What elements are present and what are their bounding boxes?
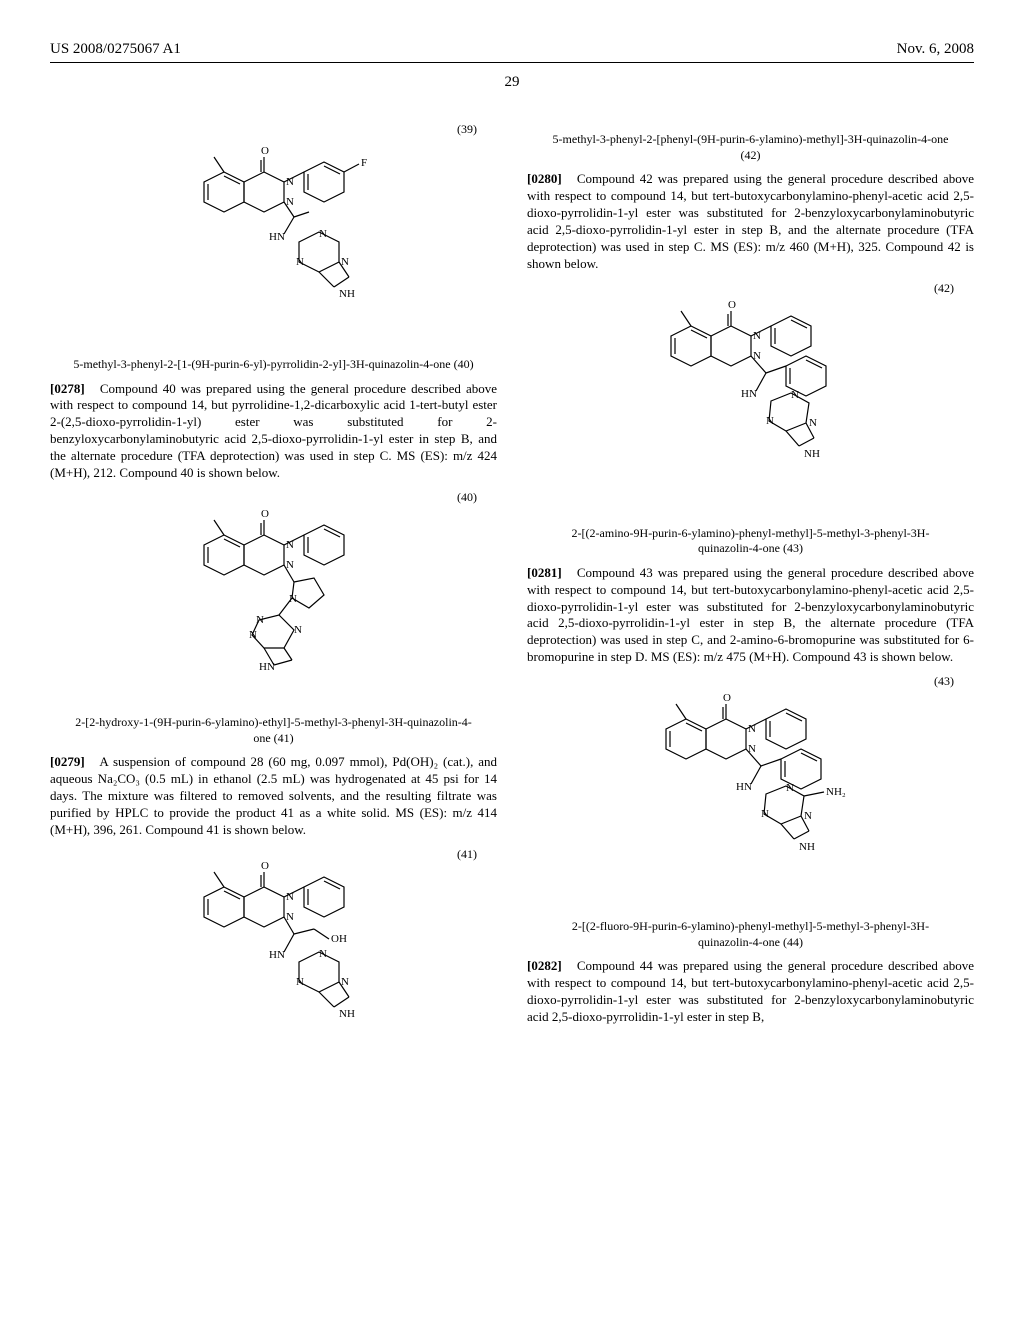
svg-text:N: N <box>286 891 294 903</box>
chem-structure-43: O N N HN N NH₂ N N NH <box>626 674 876 904</box>
svg-text:O: O <box>723 692 731 704</box>
content-columns: (39) <box>50 117 974 1052</box>
figure-39: (39) <box>50 122 497 342</box>
svg-text:NH₂: NH₂ <box>826 786 846 798</box>
svg-text:O: O <box>261 508 269 520</box>
para-0282-text: Compound 44 was prepared using the gener… <box>527 958 974 1024</box>
svg-text:N: N <box>286 559 294 571</box>
figure-40: (40) <box>50 490 497 700</box>
para-0278-num: [0278] <box>50 381 85 396</box>
compound-43-title: 2-[(2-amino-9H-purin-6-ylamino)-phenyl-m… <box>547 526 954 557</box>
svg-text:N: N <box>294 624 302 636</box>
svg-text:N: N <box>319 948 327 960</box>
svg-text:HN: HN <box>269 231 285 243</box>
para-0279: [0279] A suspension of compound 28 (60 m… <box>50 754 497 838</box>
svg-text:NH: NH <box>804 448 820 460</box>
svg-text:O: O <box>261 145 269 157</box>
svg-text:N: N <box>791 389 799 401</box>
chem-structure-40: O N N N N N N HN <box>164 490 384 700</box>
svg-text:N: N <box>249 629 257 641</box>
figure-39-label: (39) <box>457 122 477 138</box>
para-0280: [0280] Compound 42 was prepared using th… <box>527 171 974 272</box>
svg-text:N: N <box>809 417 817 429</box>
svg-text:N: N <box>748 723 756 735</box>
svg-text:NH: NH <box>339 1008 355 1020</box>
svg-text:N: N <box>289 593 297 605</box>
svg-text:N: N <box>341 976 349 988</box>
page-header: US 2008/0275067 A1 Nov. 6, 2008 <box>50 40 974 63</box>
figure-41: (41) <box>50 847 497 1047</box>
chem-structure-39: O N N F HN N N N NH <box>164 122 384 342</box>
para-0278: [0278] Compound 40 was prepared using th… <box>50 381 497 482</box>
figure-43: (43) <box>527 674 974 904</box>
para-0278-text: Compound 40 was prepared using the gener… <box>50 381 497 480</box>
svg-text:N: N <box>804 810 812 822</box>
para-0282: [0282] Compound 44 was prepared using th… <box>527 958 974 1026</box>
svg-text:HN: HN <box>736 781 752 793</box>
svg-text:O: O <box>261 860 269 872</box>
svg-text:N: N <box>753 350 761 362</box>
svg-text:N: N <box>256 614 264 626</box>
figure-41-label: (41) <box>457 847 477 863</box>
chem-structure-42: O N N HN N N N NH <box>631 281 871 511</box>
figure-42: (42) <box>527 281 974 511</box>
svg-text:N: N <box>761 808 769 820</box>
svg-text:HN: HN <box>269 949 285 961</box>
svg-text:N: N <box>286 196 294 208</box>
compound-44-title: 2-[(2-fluoro-9H-purin-6-ylamino)-phenyl-… <box>547 919 954 950</box>
svg-text:NH: NH <box>339 288 355 300</box>
para-0281-num: [0281] <box>527 565 562 580</box>
compound-42-title: 5-methyl-3-phenyl-2-[phenyl-(9H-purin-6-… <box>547 132 954 163</box>
svg-text:N: N <box>286 539 294 551</box>
figure-42-label: (42) <box>934 281 954 297</box>
svg-text:N: N <box>748 743 756 755</box>
para-0281-text: Compound 43 was prepared using the gener… <box>527 565 974 664</box>
chem-structure-41: O N N OH HN N N N NH <box>164 847 384 1047</box>
svg-text:N: N <box>319 228 327 240</box>
svg-text:O: O <box>728 299 736 311</box>
svg-text:OH: OH <box>331 933 347 945</box>
svg-text:HN: HN <box>259 661 275 673</box>
svg-text:NH: NH <box>799 841 815 853</box>
para-0282-num: [0282] <box>527 958 562 973</box>
svg-text:N: N <box>341 256 349 268</box>
para-0281: [0281] Compound 43 was prepared using th… <box>527 565 974 666</box>
right-column: 5-methyl-3-phenyl-2-[phenyl-(9H-purin-6-… <box>527 117 974 1052</box>
para-0280-text: Compound 42 was prepared using the gener… <box>527 171 974 270</box>
compound-40-title: 5-methyl-3-phenyl-2-[1-(9H-purin-6-yl)-p… <box>70 357 477 373</box>
svg-text:F: F <box>361 157 367 169</box>
para-0279-text: A suspension of compound 28 (60 mg, 0.09… <box>50 754 497 837</box>
left-column: (39) <box>50 117 497 1052</box>
svg-text:N: N <box>753 330 761 342</box>
svg-text:N: N <box>296 256 304 268</box>
svg-text:N: N <box>296 976 304 988</box>
para-0280-num: [0280] <box>527 171 562 186</box>
svg-text:HN: HN <box>741 388 757 400</box>
para-0279-num: [0279] <box>50 754 85 769</box>
figure-40-label: (40) <box>457 490 477 506</box>
svg-text:N: N <box>286 911 294 923</box>
compound-41-title: 2-[2-hydroxy-1-(9H-purin-6-ylamino)-ethy… <box>70 715 477 746</box>
header-left: US 2008/0275067 A1 <box>50 40 181 60</box>
figure-43-label: (43) <box>934 674 954 690</box>
svg-text:N: N <box>766 415 774 427</box>
svg-text:N: N <box>286 176 294 188</box>
svg-text:N: N <box>786 782 794 794</box>
page-number: 29 <box>50 73 974 93</box>
header-right: Nov. 6, 2008 <box>897 40 974 60</box>
